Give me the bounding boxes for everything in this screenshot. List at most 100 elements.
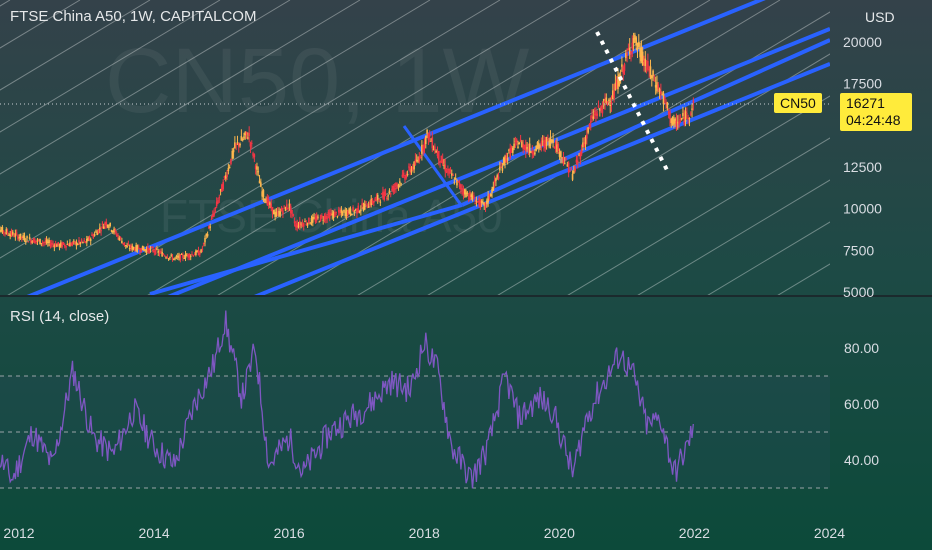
candle-body [150, 247, 153, 249]
candle-body [663, 97, 666, 100]
candle-body [504, 156, 506, 163]
candle-body [278, 210, 280, 217]
candle-body [319, 215, 322, 221]
candle-body [565, 158, 567, 160]
channel-lower-line [253, 61, 830, 295]
rsi-series [0, 310, 694, 489]
candle-body [170, 254, 173, 256]
candle-body [474, 203, 476, 205]
candle-body [582, 142, 584, 148]
candle-body [421, 144, 423, 154]
candle-body [4, 232, 6, 234]
candle-body [226, 174, 228, 178]
candle-body [152, 249, 154, 252]
candle-body [311, 216, 314, 223]
candle-body [95, 231, 97, 233]
candle-body [426, 130, 428, 134]
candle-body [91, 234, 93, 236]
candle-body [689, 113, 692, 115]
time-tick-label: 2020 [544, 525, 575, 541]
candle-body [57, 242, 60, 245]
candle-body [648, 69, 650, 71]
candle-body [647, 60, 649, 70]
candle-body [82, 242, 84, 244]
candle-body [556, 144, 558, 152]
time-tick-label: 2024 [814, 525, 845, 541]
candle-body [458, 183, 461, 188]
channel-lower-segment [149, 203, 463, 295]
candle-body [388, 190, 391, 194]
candle-body [441, 158, 444, 164]
candle-body [27, 241, 30, 243]
candle-body [366, 207, 369, 209]
candle-body [436, 151, 439, 157]
candle-body [473, 195, 475, 199]
currency-label[interactable]: USD [865, 9, 895, 25]
candle-body [675, 120, 678, 130]
candle-body [153, 251, 156, 253]
candle-body [169, 256, 171, 258]
candle-body [543, 140, 545, 146]
candle-body [409, 167, 412, 173]
candle-body [348, 208, 350, 214]
candle-body [365, 201, 367, 203]
candle-body [179, 254, 182, 261]
candle-body [444, 164, 447, 172]
candle-body [76, 244, 79, 246]
candle-body [460, 184, 462, 190]
candle-body [470, 194, 473, 197]
candle-body [412, 166, 414, 170]
candle-body [271, 207, 274, 214]
candle-body [612, 90, 614, 100]
candle-body [135, 245, 137, 252]
candle-body [636, 47, 639, 51]
candle-body [328, 212, 331, 220]
candle-body [227, 167, 230, 172]
candle-body [97, 229, 100, 234]
candle-body [205, 233, 208, 236]
candle-body [447, 169, 449, 171]
candle-body [0, 229, 2, 231]
price-axis: 20000 17500 12500 10000 7500 5000 [843, 34, 882, 300]
candle-body [588, 124, 591, 128]
candle-body [528, 143, 531, 154]
time-axis: 2012 2014 2016 2018 2020 2022 2024 [3, 525, 845, 541]
candle-body [154, 248, 157, 255]
candle-body [660, 91, 662, 95]
gann-line [357, 11, 830, 295]
candle-body [509, 147, 512, 158]
candle-body [70, 243, 73, 246]
candle-body [654, 85, 657, 88]
candle-body [518, 142, 521, 145]
candle-body [532, 153, 535, 155]
candle-body [406, 174, 409, 176]
candle-body [487, 195, 489, 203]
candle-body [601, 109, 604, 114]
candle-body [60, 242, 62, 247]
candle-body [206, 234, 209, 237]
candle-body [639, 47, 641, 58]
candle-body [386, 197, 388, 199]
rsi-indicator-label[interactable]: RSI (14, close) [10, 308, 110, 325]
candle-body [349, 208, 352, 215]
candle-body [250, 142, 253, 144]
candle-body [356, 208, 358, 214]
candle-body [630, 51, 632, 55]
projection-line [595, 31, 670, 173]
candle-body [545, 137, 548, 147]
candle-body [280, 207, 283, 212]
candle-body [575, 159, 578, 163]
candle-body [567, 162, 570, 173]
candle-body [324, 215, 327, 219]
candle-body [273, 210, 275, 215]
candle-body [496, 175, 499, 178]
candle-body [200, 249, 202, 253]
candle-body [141, 245, 144, 251]
candle-body [92, 235, 95, 238]
candle-body [297, 225, 300, 228]
candle-body [88, 236, 91, 241]
candle-body [293, 221, 296, 224]
candle-body [389, 193, 392, 195]
candle-body [5, 229, 8, 234]
candle-body [410, 169, 413, 173]
